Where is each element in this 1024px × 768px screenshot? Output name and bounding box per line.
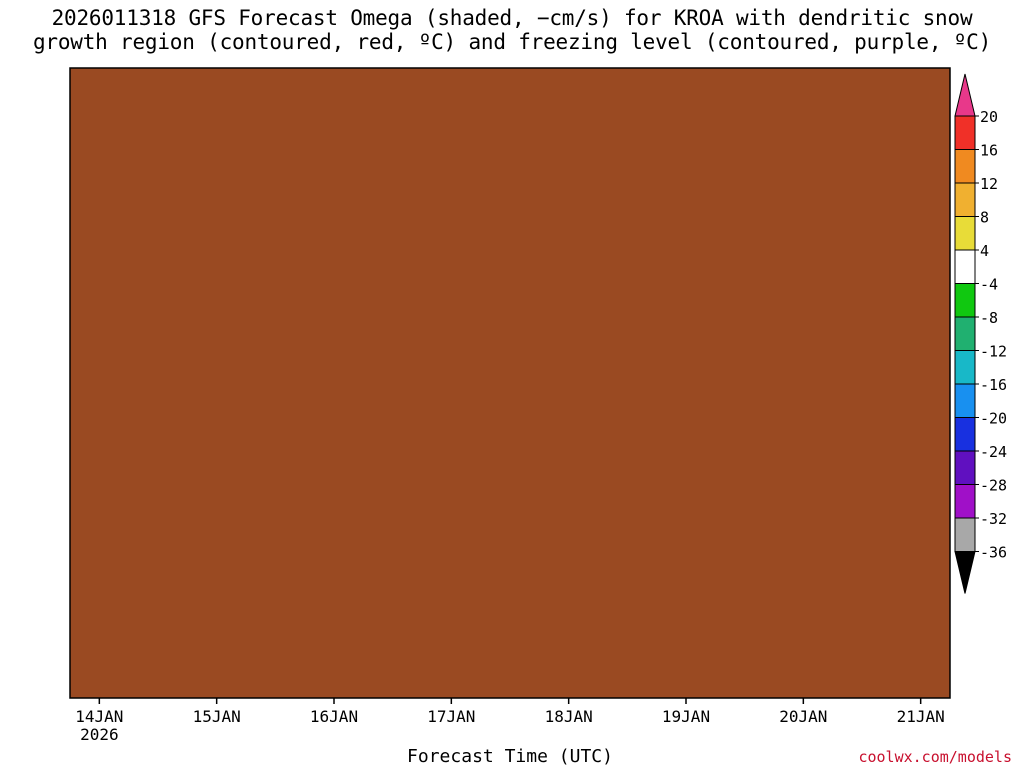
colorbar-label: -8: [980, 309, 998, 327]
colorbar-label: 16: [980, 142, 998, 160]
colorbar-segment: [954, 417, 976, 452]
colorbar-label: -28: [980, 477, 1007, 495]
colorbar-segment: [954, 350, 976, 385]
colorbar-segment: [954, 484, 976, 519]
colorbar-segment: [954, 517, 976, 552]
colorbar-label: 12: [980, 175, 998, 193]
colorbar-segment: [954, 115, 976, 150]
x-tick-label: 14JAN: [75, 707, 123, 726]
colorbar-segment: [954, 149, 976, 184]
x-tick-label: 19JAN: [662, 707, 710, 726]
x-tick-label: 17JAN: [427, 707, 475, 726]
terrain-fill: [70, 68, 950, 698]
source-credit: coolwx.com/models: [858, 748, 1012, 766]
colorbar-bottom-triangle: [954, 551, 976, 594]
plot-frame: [69, 67, 951, 699]
x-tick-label: 16JAN: [310, 707, 358, 726]
colorbar-label: -24: [980, 443, 1007, 461]
colorbar-label: -32: [980, 510, 1007, 528]
colorbar-label: -4: [980, 276, 998, 294]
colorbar-label: -36: [980, 544, 1007, 562]
colorbar-label: 4: [980, 242, 989, 260]
colorbar: 20 16 12 8 4 -4 -8 -12 -16 -20 -24 -28 -32 -36: [954, 73, 1007, 594]
chart-title-line1: 2026011318 GFS Forecast Omega (shaded, −…: [51, 6, 973, 30]
colorbar-segment: [954, 216, 976, 251]
x-tick-sublabel: 2026: [80, 725, 119, 744]
x-axis-title: Forecast Time (UTC): [407, 746, 613, 767]
colorbar-segment: [954, 249, 976, 284]
colorbar-label: 20: [980, 108, 998, 126]
x-tick-label: 21JAN: [897, 707, 945, 726]
x-tick-label: 18JAN: [545, 707, 593, 726]
colorbar-segment: [954, 283, 976, 318]
colorbar-segment: [954, 182, 976, 217]
colorbar-label: 8: [980, 209, 989, 227]
x-tick-label: 15JAN: [193, 707, 241, 726]
terrain-ground: [70, 68, 950, 698]
chart-title-line2: growth region (contoured, red, ºC) and f…: [32, 30, 992, 54]
chart-title: 2026011318 GFS Forecast Omega (shaded, −…: [0, 6, 1024, 54]
colorbar-segment: [954, 450, 976, 485]
colorbar-top-triangle: [954, 73, 976, 117]
colorbar-label: -20: [980, 410, 1007, 428]
colorbar-label: -12: [980, 343, 1007, 361]
colorbar-segment: [954, 383, 976, 418]
x-tick-label: 20JAN: [779, 707, 827, 726]
colorbar-label: -16: [980, 376, 1007, 394]
colorbar-segment: [954, 316, 976, 351]
